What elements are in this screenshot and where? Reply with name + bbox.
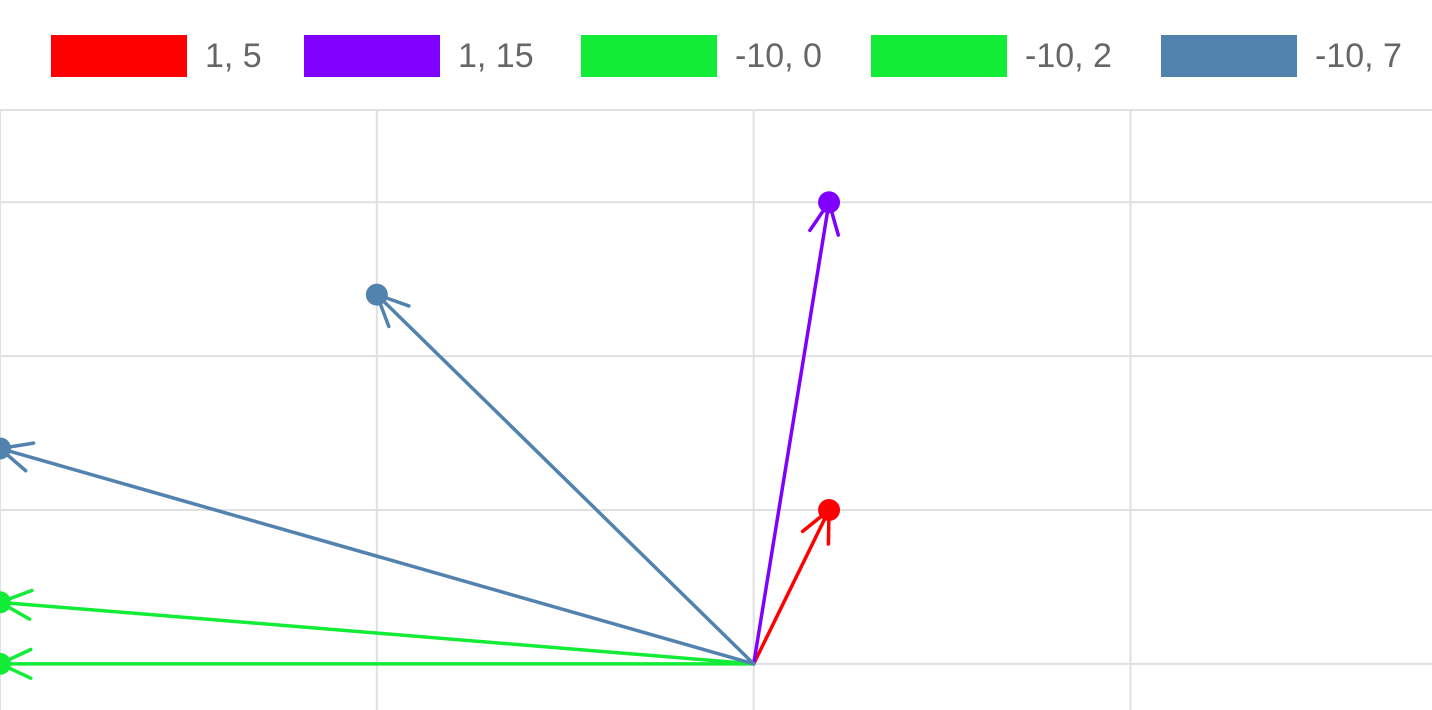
legend-label: -10, 7 [1315, 37, 1402, 75]
legend-swatch [51, 35, 187, 77]
vector-arrow [0, 588, 756, 666]
vector-tip-point[interactable] [365, 283, 388, 306]
vector-shaft [375, 292, 756, 666]
vector-shaft [0, 600, 756, 666]
legend-label: 1, 5 [205, 37, 262, 75]
vector-arrow [365, 283, 756, 666]
legend-swatch [304, 35, 440, 77]
vector-arrow [751, 191, 841, 666]
vector-tip-point[interactable] [0, 652, 11, 675]
vector-tip-point[interactable] [0, 591, 11, 614]
vector-shaft [0, 446, 756, 666]
vector-shaft [751, 508, 831, 666]
chart-legend: 1, 5 1, 15 -10, 0 -10, 2 -10, 7 [0, 0, 1432, 110]
legend-label: 1, 15 [458, 37, 534, 75]
vector-shaft [751, 200, 831, 666]
legend-swatch [1161, 35, 1297, 77]
vector-tip-point[interactable] [0, 437, 11, 460]
vector-tip-point[interactable] [818, 499, 841, 521]
legend-swatch [581, 35, 717, 77]
vector-arrow [0, 437, 756, 666]
legend-label: -10, 0 [735, 37, 822, 75]
legend-swatch [871, 35, 1007, 77]
vector-arrow [0, 647, 756, 680]
vector-tip-point[interactable] [818, 191, 841, 214]
vector-arrow [751, 499, 841, 666]
vectors [0, 191, 841, 680]
grid [0, 109, 1432, 710]
legend-label: -10, 2 [1025, 37, 1112, 75]
